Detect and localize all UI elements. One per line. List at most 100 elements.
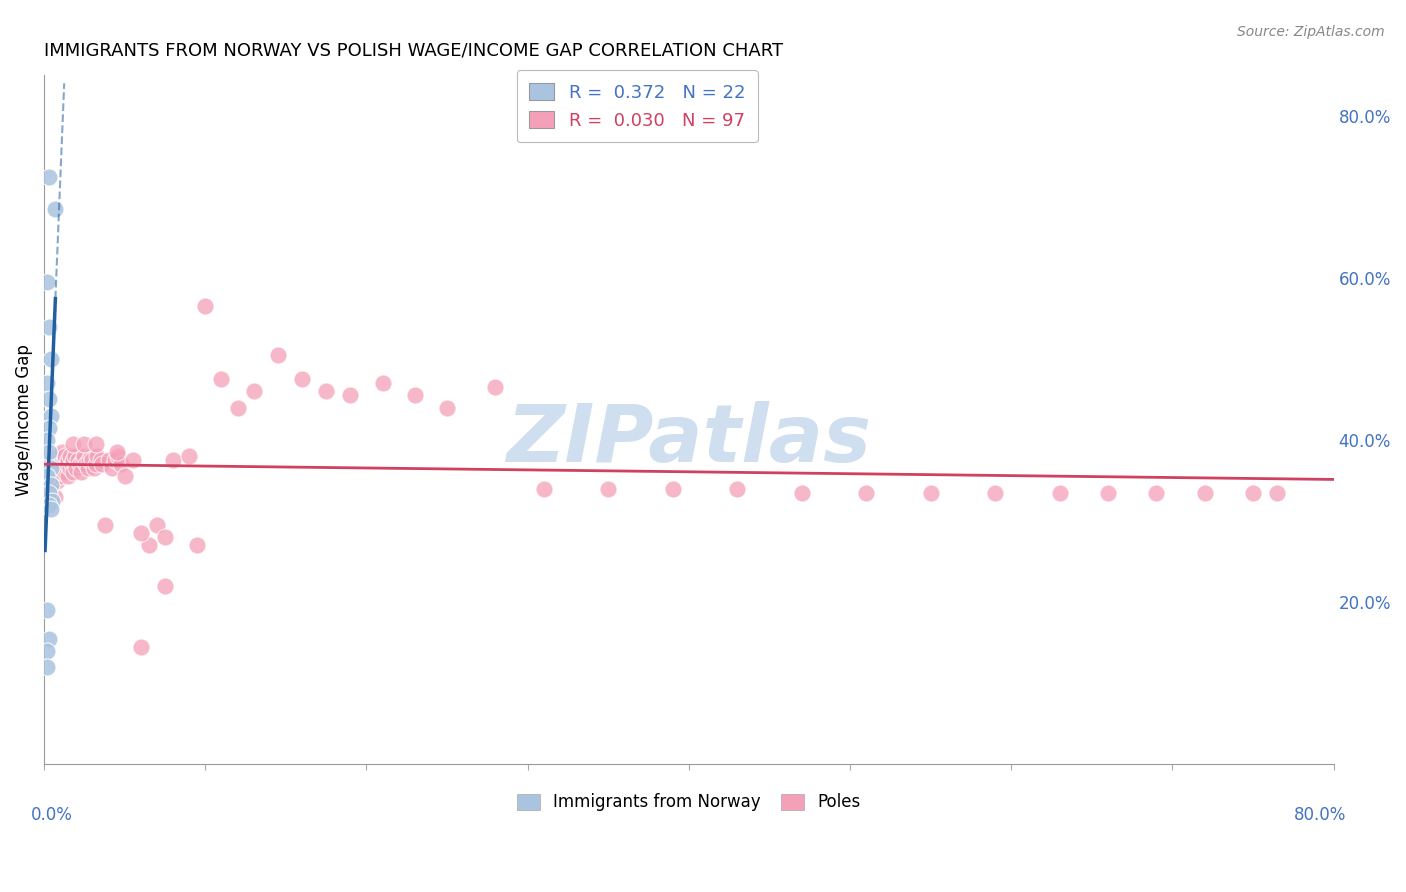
Point — [86, 449, 108, 463]
Point — [1241, 485, 1264, 500]
Point — [129, 640, 152, 654]
Point — [725, 482, 748, 496]
Point — [73, 449, 96, 463]
Point — [661, 482, 683, 496]
Point — [52, 458, 75, 472]
Text: ZIPatlas: ZIPatlas — [506, 401, 872, 479]
Point — [82, 453, 104, 467]
Point — [38, 169, 60, 184]
Point — [91, 458, 114, 472]
Point — [44, 490, 66, 504]
Point — [51, 466, 73, 480]
Point — [80, 449, 103, 463]
Point — [37, 433, 59, 447]
Point — [404, 388, 426, 402]
Point — [63, 449, 86, 463]
Point — [94, 518, 117, 533]
Point — [60, 458, 83, 472]
Point — [790, 485, 813, 500]
Point — [1097, 485, 1119, 500]
Point — [72, 453, 94, 467]
Point — [42, 466, 65, 480]
Point — [855, 485, 877, 500]
Point — [436, 401, 458, 415]
Point — [153, 530, 176, 544]
Point — [44, 202, 66, 216]
Point — [49, 458, 72, 472]
Point — [62, 453, 84, 467]
Point — [129, 526, 152, 541]
Point — [38, 498, 60, 512]
Point — [1265, 485, 1288, 500]
Point — [41, 493, 63, 508]
Point — [162, 453, 184, 467]
Point — [1049, 485, 1071, 500]
Point — [920, 485, 942, 500]
Point — [58, 469, 80, 483]
Point — [59, 461, 82, 475]
Point — [38, 445, 60, 459]
Point — [194, 299, 217, 313]
Point — [101, 461, 124, 475]
Point — [65, 461, 87, 475]
Point — [41, 469, 63, 483]
Point — [39, 461, 62, 475]
Point — [55, 458, 77, 472]
Point — [153, 579, 176, 593]
Point — [39, 409, 62, 423]
Point — [66, 453, 89, 467]
Point — [37, 644, 59, 658]
Point — [97, 453, 120, 467]
Point — [44, 458, 66, 472]
Point — [84, 437, 107, 451]
Point — [58, 453, 80, 467]
Point — [984, 485, 1007, 500]
Point — [38, 421, 60, 435]
Point — [104, 453, 127, 467]
Point — [146, 518, 169, 533]
Point — [533, 482, 555, 496]
Point — [76, 461, 98, 475]
Point — [69, 458, 91, 472]
Point — [46, 469, 69, 483]
Point — [1144, 485, 1167, 500]
Point — [37, 275, 59, 289]
Point — [121, 453, 143, 467]
Point — [39, 477, 62, 491]
Point — [242, 384, 264, 399]
Point — [226, 401, 249, 415]
Point — [51, 445, 73, 459]
Point — [598, 482, 620, 496]
Legend: Immigrants from Norway, Poles: Immigrants from Norway, Poles — [510, 787, 868, 818]
Point — [53, 449, 76, 463]
Point — [38, 485, 60, 500]
Point — [48, 458, 70, 472]
Point — [371, 376, 394, 391]
Point — [484, 380, 506, 394]
Point — [37, 660, 59, 674]
Point — [38, 458, 60, 472]
Point — [62, 437, 84, 451]
Point — [39, 490, 62, 504]
Point — [41, 453, 63, 467]
Point — [35, 482, 58, 496]
Point — [84, 458, 107, 472]
Point — [38, 632, 60, 646]
Point — [186, 538, 208, 552]
Text: Source: ZipAtlas.com: Source: ZipAtlas.com — [1237, 25, 1385, 39]
Point — [339, 388, 361, 402]
Point — [59, 449, 82, 463]
Point — [75, 458, 97, 472]
Point — [53, 466, 76, 480]
Point — [37, 603, 59, 617]
Point — [315, 384, 337, 399]
Point — [37, 469, 59, 483]
Point — [291, 372, 314, 386]
Point — [209, 372, 232, 386]
Point — [38, 392, 60, 407]
Point — [83, 461, 105, 475]
Point — [107, 449, 129, 463]
Point — [89, 453, 111, 467]
Point — [46, 474, 69, 488]
Point — [110, 458, 132, 472]
